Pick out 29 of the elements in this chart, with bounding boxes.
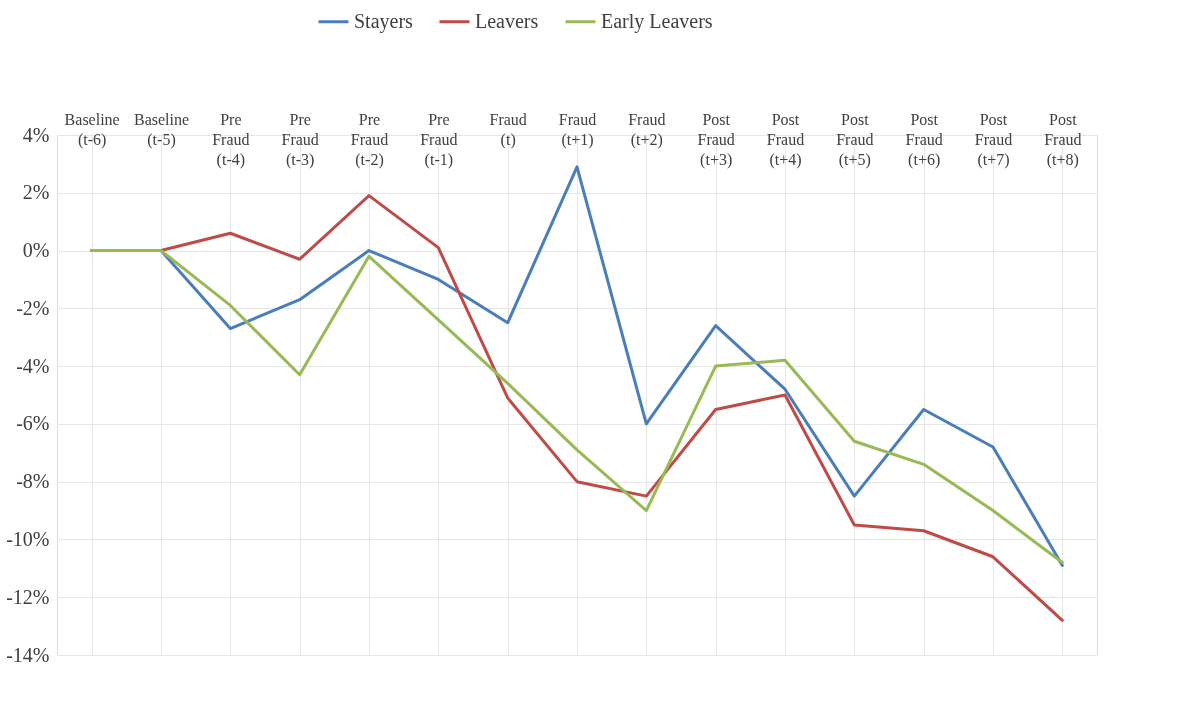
x-tick-label: Post Fraud (t+4)	[766, 110, 805, 169]
x-tick-label: Post Fraud (t+6)	[905, 110, 943, 169]
y-tick-label: -12%	[6, 585, 50, 608]
x-tick-label: Fraud (t+1)	[558, 110, 597, 149]
y-tick-label: 2%	[22, 181, 50, 204]
legend-label: Stayers	[354, 9, 414, 33]
y-tick-label: -4%	[16, 354, 50, 377]
x-tick-label: Post Fraud (t+8)	[1044, 110, 1082, 169]
x-tick-label: Pre Fraud (t-3)	[281, 110, 319, 169]
x-tick-label: Post Fraud (t+3)	[697, 110, 735, 169]
y-tick-label: -10%	[6, 527, 50, 550]
x-tick-label: Post Fraud (t+5)	[836, 110, 874, 169]
line-series	[90, 249, 1064, 565]
x-tick-label: Pre Fraud (t-1)	[420, 110, 458, 169]
x-tick-label: Baseline (t-6)	[64, 110, 120, 149]
legend-label: Early Leavers	[601, 9, 713, 33]
y-tick-label: -6%	[16, 412, 50, 435]
x-tick-label: Post Fraud (t+7)	[974, 110, 1013, 169]
x-tick-label: Fraud (t)	[489, 110, 527, 149]
x-tick-label: Pre Fraud (t-2)	[350, 110, 389, 169]
y-tick-label: -2%	[16, 296, 50, 319]
legend-label: Leavers	[475, 9, 539, 32]
y-tick-label: 0%	[22, 239, 50, 262]
y-tick-label: -14%	[6, 643, 50, 666]
x-tick-label: Baseline (t-5)	[133, 110, 190, 149]
y-tick-label: -8%	[16, 470, 50, 493]
y-tick-label: 4%	[22, 123, 50, 146]
x-tick-label: Fraud (t+2)	[628, 110, 666, 149]
x-tick-label: Pre Fraud (t-4)	[212, 110, 250, 169]
